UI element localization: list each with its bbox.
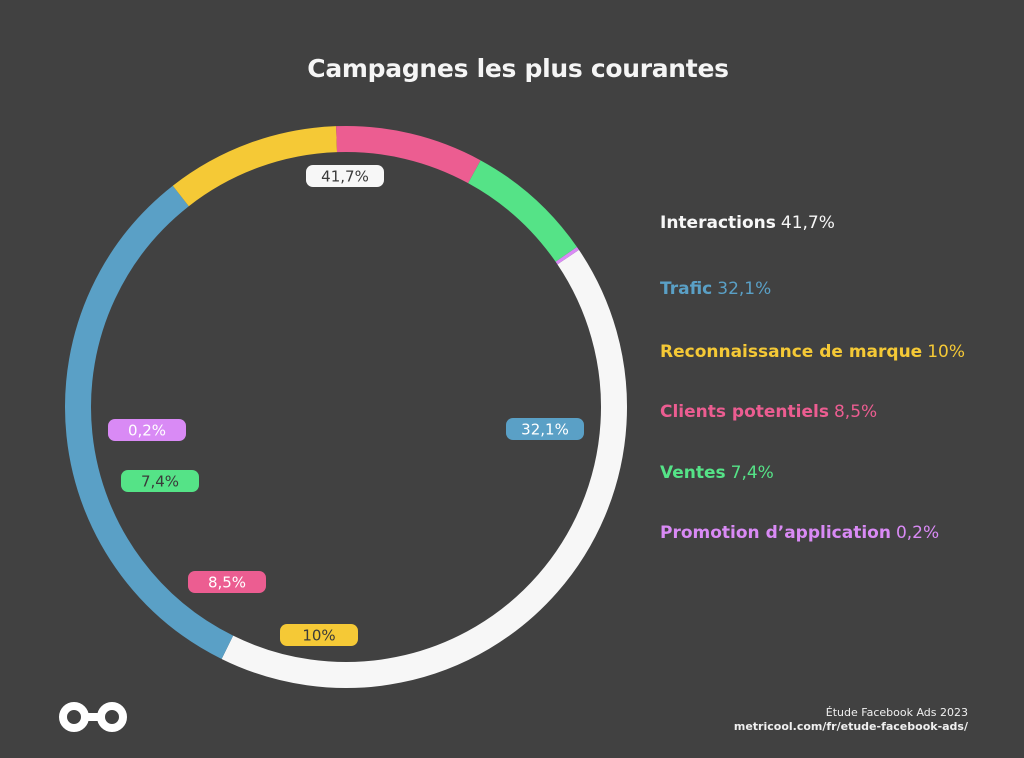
legend-value: 0,2% xyxy=(895,523,940,543)
legend-name: Reconnaissance de marque xyxy=(660,342,923,362)
data-label-text: 7,4% xyxy=(141,473,179,491)
legend-name: Promotion d’application xyxy=(660,523,891,543)
legend-item-6: Promotion d’application 0,2% xyxy=(660,522,939,544)
donut-chart: 41,7% 32,1% 10% 8,5% 7,4% 0,2% xyxy=(65,126,627,688)
donut-slice-3 xyxy=(172,126,338,207)
legend-item-2: Trafic 32,1% xyxy=(660,278,771,300)
footer-source: Étude Facebook Ads 2023 metricool.com/fr… xyxy=(734,706,968,734)
chart-title: Campagnes les plus courantes xyxy=(307,54,729,83)
legend-name: Interactions xyxy=(660,213,776,233)
legend-value: 10% xyxy=(927,342,966,362)
footer-study: Étude Facebook Ads 2023 xyxy=(825,706,968,719)
legend-item-4: Clients potentiels 8,5% xyxy=(660,401,877,423)
data-label-3: 10% xyxy=(280,624,358,646)
data-label-2: 32,1% xyxy=(506,418,584,440)
data-label-text: 0,2% xyxy=(128,422,166,440)
legend-value: 32,1% xyxy=(717,279,772,299)
donut-slice-1 xyxy=(221,249,627,688)
legend-item-1: Interactions 41,7% xyxy=(660,212,835,234)
legend-name: Ventes xyxy=(660,463,726,483)
legend-name: Clients potentiels xyxy=(660,402,829,422)
data-label-bg xyxy=(108,419,186,441)
donut-slice-4 xyxy=(336,126,481,184)
legend-item-5: Ventes 7,4% xyxy=(660,462,774,484)
data-label-1: 41,7% xyxy=(306,165,384,187)
data-label-bg xyxy=(280,624,358,646)
data-label-text: 10% xyxy=(302,627,335,645)
donut-slice-5 xyxy=(467,160,577,262)
data-label-5: 7,4% xyxy=(121,470,199,492)
data-label-bg xyxy=(506,418,584,440)
data-label-bg xyxy=(121,470,199,492)
donut-slice-2 xyxy=(65,185,234,659)
legend-value: 8,5% xyxy=(833,402,878,422)
legend-value: 41,7% xyxy=(780,213,835,233)
data-label-text: 41,7% xyxy=(321,168,369,186)
data-label-bg xyxy=(306,165,384,187)
data-label-4: 8,5% xyxy=(188,571,266,593)
legend-value: 7,4% xyxy=(730,463,774,483)
data-label-bg xyxy=(188,571,266,593)
footer-url: metricool.com/fr/etude-facebook-ads/ xyxy=(733,720,968,733)
data-label-text: 32,1% xyxy=(521,421,569,439)
legend-name: Trafic xyxy=(660,279,713,299)
data-label-text: 8,5% xyxy=(208,574,246,592)
donut-slice-6 xyxy=(555,246,579,265)
metricool-logo-icon xyxy=(56,700,130,738)
data-label-6: 0,2% xyxy=(108,419,186,441)
legend-item-3: Reconnaissance de marque 10% xyxy=(660,341,965,363)
